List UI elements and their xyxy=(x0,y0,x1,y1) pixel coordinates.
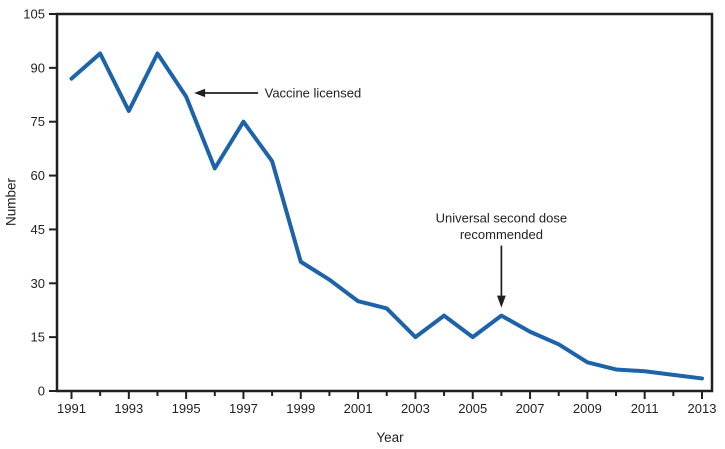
x-tick-label: 1995 xyxy=(172,401,201,416)
x-tick-label: 1993 xyxy=(114,401,143,416)
y-tick-label: 75 xyxy=(31,114,45,129)
annotation-text: Vaccine licensed xyxy=(265,85,362,100)
x-tick-label: 2001 xyxy=(344,401,373,416)
y-tick-label: 45 xyxy=(31,222,45,237)
annotation-text: Universal second dose xyxy=(436,211,568,226)
y-tick-label: 30 xyxy=(31,276,45,291)
x-tick-label: 2003 xyxy=(401,401,430,416)
y-tick-label: 0 xyxy=(38,384,45,399)
x-tick-label: 1999 xyxy=(286,401,315,416)
y-axis: 0 15 30 45 60 75 90 105 xyxy=(23,7,57,399)
y-tick-label: 90 xyxy=(31,60,45,75)
y-axis-title: Number xyxy=(3,177,19,227)
x-tick-label: 2009 xyxy=(573,401,602,416)
y-tick-label: 105 xyxy=(23,7,45,22)
annotation-text: recommended xyxy=(460,227,543,242)
x-tick-label: 2005 xyxy=(458,401,487,416)
x-tick-label: 2013 xyxy=(688,401,717,416)
x-tick-label: 1997 xyxy=(229,401,258,416)
data-line xyxy=(69,51,704,381)
x-tick-label: 1991 xyxy=(57,401,86,416)
x-axis: 1991 1993 1995 1997 1999 2001 2003 2005 2007 2009… xyxy=(57,391,716,416)
x-tick-label: 2011 xyxy=(631,401,659,416)
y-tick-label: 60 xyxy=(31,168,45,183)
plot-border xyxy=(55,12,714,393)
x-tick-label: 2007 xyxy=(516,401,545,416)
left-arrowhead-icon xyxy=(194,88,206,98)
annotation-vaccine-licensed: Vaccine licensed xyxy=(194,85,361,100)
y-tick-label: 15 xyxy=(31,330,45,345)
x-axis-title: Year xyxy=(376,430,404,445)
down-arrowhead-icon xyxy=(496,295,506,308)
